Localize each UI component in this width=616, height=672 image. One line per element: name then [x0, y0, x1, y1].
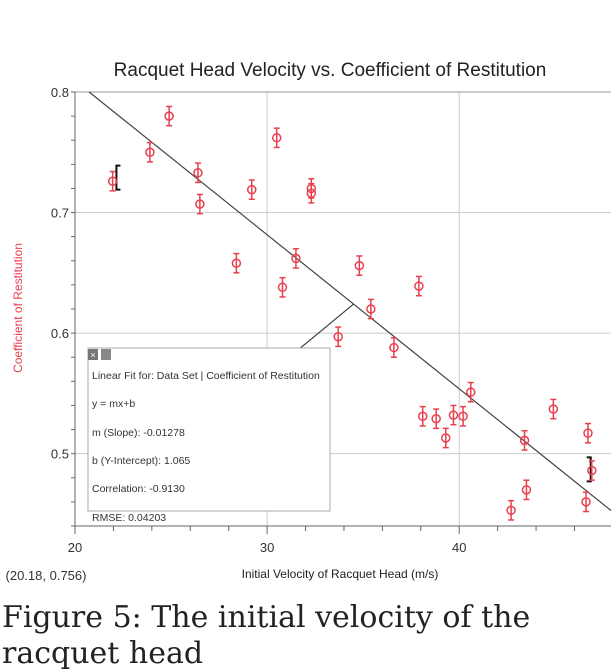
data-point	[193, 162, 203, 184]
data-point	[417, 405, 428, 427]
x-axis-label: Initial Velocity of Racquet Head (m/s)	[242, 567, 439, 581]
marker	[448, 410, 459, 420]
data-point	[271, 127, 282, 149]
data-point	[246, 179, 257, 201]
data-point	[581, 491, 591, 513]
data-point	[506, 499, 516, 521]
data-point	[145, 141, 155, 163]
data-point	[389, 337, 399, 358]
figure-caption: Figure 5: The initial velocity of the ra…	[2, 600, 531, 671]
data-point	[548, 398, 559, 420]
marker	[521, 485, 532, 495]
annotation-line: m (Slope): -0.01278	[92, 427, 185, 439]
selection-bracket	[115, 164, 121, 191]
annotation-connector	[297, 303, 354, 351]
minimize-button[interactable]	[101, 349, 111, 360]
marker	[306, 188, 317, 199]
data-point	[366, 298, 376, 320]
chart: Racquet Head Velocity vs. Coefficient of…	[6, 60, 612, 583]
data-point	[291, 247, 301, 269]
close-button[interactable]	[88, 349, 98, 360]
marker	[441, 433, 451, 443]
marker	[193, 168, 203, 178]
marker	[164, 111, 174, 121]
marker	[583, 428, 593, 438]
marker	[271, 133, 282, 143]
data-point	[583, 422, 593, 444]
annotation-line: Linear Fit for: Data Set | Coefficient o…	[92, 370, 320, 382]
data-point	[195, 193, 205, 215]
marker	[231, 258, 242, 268]
x-tick-label: 40	[452, 540, 466, 555]
y-tick-label: 0.8	[51, 85, 69, 100]
data-point	[587, 460, 597, 481]
marker	[506, 505, 516, 516]
marker	[548, 404, 559, 414]
marker	[519, 435, 530, 446]
marker	[389, 342, 399, 353]
data-point	[519, 430, 530, 451]
marker	[333, 331, 343, 342]
y-axis-label: Coefficient of Restitution	[11, 243, 25, 373]
marker	[417, 411, 428, 422]
data-point	[164, 105, 174, 127]
data-point	[107, 170, 118, 192]
marker	[277, 282, 288, 293]
y-tick-label: 0.6	[51, 326, 69, 341]
chart-title: Racquet Head Velocity vs. Coefficient of…	[114, 60, 547, 81]
marker	[431, 413, 441, 424]
data-point	[277, 276, 288, 298]
annotation-frame	[87, 347, 331, 512]
marker	[587, 465, 597, 476]
data-point	[333, 326, 343, 348]
data-point	[458, 405, 468, 427]
data-points	[107, 105, 597, 521]
x-tick-label: 20	[68, 540, 82, 555]
y-tick-label: 0.5	[51, 447, 69, 462]
annotation-line: y = mx+b	[92, 398, 135, 410]
x-tick-label: 30	[260, 540, 274, 555]
annotation-line: Correlation: -0.9130	[92, 483, 185, 495]
close-icon[interactable]: ×	[90, 350, 95, 360]
marker	[291, 253, 301, 264]
marker	[107, 176, 118, 186]
marker	[246, 184, 257, 195]
data-point	[231, 252, 242, 274]
marker	[354, 260, 365, 271]
marker	[466, 387, 476, 397]
marker	[581, 497, 591, 507]
y-tick-label: 0.7	[51, 206, 69, 221]
data-point	[414, 275, 424, 297]
data-point	[431, 408, 441, 430]
data-point	[306, 182, 317, 204]
marker	[195, 199, 205, 209]
data-point	[354, 255, 365, 276]
annotation-line: RMSE: 0.04203	[92, 512, 166, 524]
marker	[145, 147, 155, 158]
data-point	[466, 381, 476, 403]
axes: 20 30 40 0.5 0.6 0.7 0.8	[51, 85, 611, 555]
data-point	[521, 479, 532, 501]
data-point	[441, 427, 451, 449]
marker	[366, 304, 376, 314]
selection-bracket	[586, 456, 592, 483]
annotation-line: b (Y-Intercept): 1.065	[92, 455, 190, 467]
fit-annotation-box[interactable]: × Linear Fit for: Data Set | Coefficient…	[87, 347, 331, 524]
cursor-readout: (20.18, 0.756)	[6, 568, 87, 583]
marker	[458, 411, 468, 422]
marker	[414, 281, 424, 291]
data-point	[448, 404, 459, 426]
